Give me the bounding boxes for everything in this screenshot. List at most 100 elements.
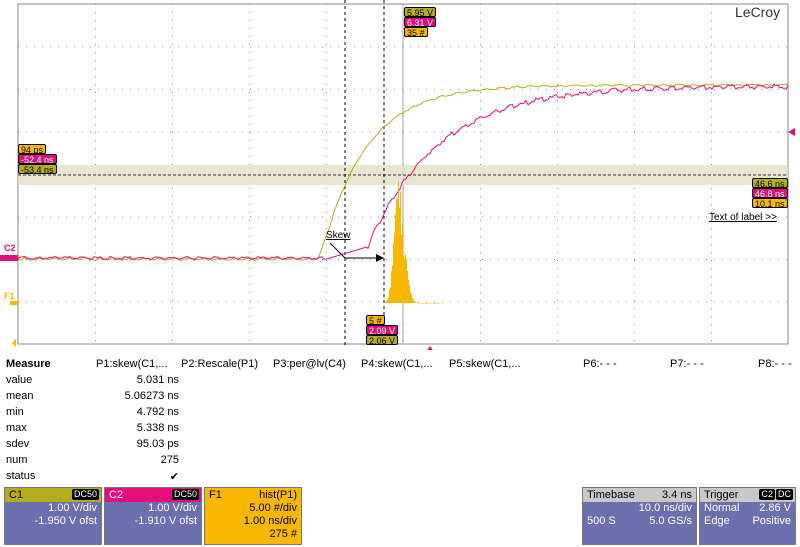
- histogram-bin: [434, 303, 435, 304]
- trigger-slope: Positive: [752, 515, 791, 527]
- histogram-bin: [427, 302, 428, 304]
- left-readout-f1: 94 ps: [18, 144, 47, 155]
- f1-channel-marker: F1: [4, 291, 15, 301]
- row-label-num: num: [6, 454, 28, 466]
- param-p7[interactable]: P7:- - -: [670, 358, 704, 370]
- scope-display[interactable]: LeCroy 5.95 V 6.31 V 35 # 5 # 2.09 V 2.0…: [0, 0, 800, 352]
- left-readout-c1: -53.4 ns: [18, 164, 57, 175]
- histogram-bin: [408, 279, 409, 303]
- skew-arrow-head: [376, 254, 384, 262]
- histogram-bin: [403, 254, 404, 303]
- row-label-mean: mean: [6, 390, 34, 402]
- trigger-type: Edge: [704, 515, 730, 527]
- histogram-bin: [439, 303, 440, 304]
- histogram-bin: [429, 302, 430, 304]
- histogram-bin: [406, 259, 407, 303]
- param-p3[interactable]: P3:per@lv(C4): [273, 358, 346, 370]
- histogram-bin: [430, 303, 431, 304]
- histogram-bin: [433, 303, 434, 304]
- row-value-value: 5.031 ns: [136, 374, 179, 386]
- timebase-panel[interactable]: Timebase 3.4 ns 10.0 ns/div 500 S 5.0 GS/s: [582, 487, 697, 545]
- histogram-bin: [393, 242, 394, 303]
- histogram-bin: [387, 298, 388, 303]
- c2-coupling: DC50: [171, 489, 199, 500]
- waveform-grid: [0, 0, 795, 352]
- trigger-panel[interactable]: Trigger C2 DC Normal 2.86 V Edge Positive: [699, 487, 796, 545]
- param-p5[interactable]: P5:skew(C1,...: [449, 358, 521, 370]
- histogram-bin: [431, 303, 432, 304]
- f1-function: hist(P1): [259, 489, 297, 501]
- row-label-sdev: sdev: [6, 438, 30, 450]
- right-readout-c1: 46.6 ns: [752, 178, 788, 189]
- histogram-bin: [421, 302, 422, 304]
- param-p6[interactable]: P6:- - -: [583, 358, 617, 370]
- histogram-bin: [405, 254, 406, 303]
- histogram-bin: [413, 299, 414, 303]
- trigger-time-marker: [426, 346, 434, 352]
- param-p4[interactable]: P4:skew(C1,...: [361, 358, 433, 370]
- histogram-bin: [394, 232, 395, 303]
- param-p1[interactable]: P1:skew(C1,...: [96, 358, 168, 370]
- row-value-sdev: 95.03 ps: [136, 438, 179, 450]
- histogram-bin: [399, 207, 400, 303]
- c2-channel-marker: C2: [4, 243, 16, 253]
- histogram-bin: [428, 302, 429, 304]
- trace-c2: [17, 83, 789, 261]
- measure-header-row: Measure P1:skew(C1,... P2:Rescale(P1) P3…: [0, 358, 800, 374]
- histogram-bin: [412, 298, 413, 303]
- c1-vdiv: 1.00 V/div: [48, 502, 97, 514]
- histogram-bin: [435, 303, 436, 304]
- cursor-bottom-c1: 2.06 V: [366, 335, 399, 346]
- f1-ns-div: 1.00 ns/div: [243, 515, 297, 527]
- cursor-bottom-c2: 2.09 V: [366, 325, 399, 336]
- f1-per-div: 5.00 #/div: [249, 502, 297, 514]
- histogram-bin: [386, 301, 387, 303]
- histogram-bin: [437, 303, 438, 304]
- channel-panel-c1[interactable]: C1 DC50 1.00 V/div -1.950 V ofst: [4, 487, 102, 545]
- histogram-bin: [404, 257, 405, 303]
- histogram-bin: [398, 181, 399, 303]
- histogram-bin: [392, 265, 393, 303]
- param-p2[interactable]: P2:Rescale(P1): [181, 358, 259, 370]
- row-label-min: min: [6, 406, 24, 418]
- histogram-bin: [436, 303, 437, 304]
- measure-table: Measure P1:skew(C1,... P2:Rescale(P1) P3…: [0, 355, 800, 485]
- histogram-bin: [422, 302, 423, 304]
- trigger-level-marker: [788, 128, 795, 136]
- text-of-label[interactable]: Text of label >>: [709, 212, 777, 223]
- function-panel-f1[interactable]: F1 hist(P1) 5.00 #/div 1.00 ns/div 275 #: [204, 487, 302, 545]
- histogram-bin: [407, 271, 408, 303]
- cursor-top-c1: 5.95 V: [404, 7, 437, 18]
- c2-vdiv: 1.00 V/div: [148, 502, 197, 514]
- histogram-bin: [400, 191, 401, 303]
- measure-title: Measure: [6, 358, 51, 370]
- skew-label: Skew: [326, 230, 351, 241]
- histogram-bin: [389, 289, 390, 303]
- c1-offset: -1.950 V ofst: [34, 515, 97, 527]
- c2-offset: -1.910 V ofst: [134, 515, 197, 527]
- histogram-bin: [391, 271, 392, 303]
- right-readout-f1: 10.1 ns: [752, 198, 788, 209]
- histogram-bin: [388, 297, 389, 303]
- row-value-max: 5.338 ns: [136, 422, 179, 434]
- cursor-top-c2: 6.31 V: [404, 17, 437, 28]
- trigger-level: 2.86 V: [759, 502, 791, 514]
- histogram-bin: [426, 302, 427, 304]
- histogram-bin: [395, 213, 396, 303]
- trigger-mode: Normal: [704, 502, 740, 514]
- histogram-bin: [401, 234, 402, 303]
- histogram-bin: [411, 294, 412, 303]
- c2-name: C2: [109, 489, 124, 501]
- histogram-bin: [424, 302, 425, 304]
- histogram-bin: [432, 303, 433, 304]
- f1-name: F1: [209, 489, 222, 501]
- channel-panel-c2[interactable]: C2 DC50 1.00 V/div -1.910 V ofst: [104, 487, 202, 545]
- histogram-bin: [390, 287, 391, 303]
- param-p8[interactable]: P8:- - -: [758, 358, 792, 370]
- histogram-bin: [385, 301, 386, 303]
- row-label-value: value: [6, 374, 33, 386]
- row-value-num: 275: [160, 454, 179, 466]
- cursor-top-f1: 35 #: [404, 27, 428, 38]
- left-readout-c2: -52.4 ns: [18, 154, 57, 165]
- histogram-bin: [396, 198, 397, 303]
